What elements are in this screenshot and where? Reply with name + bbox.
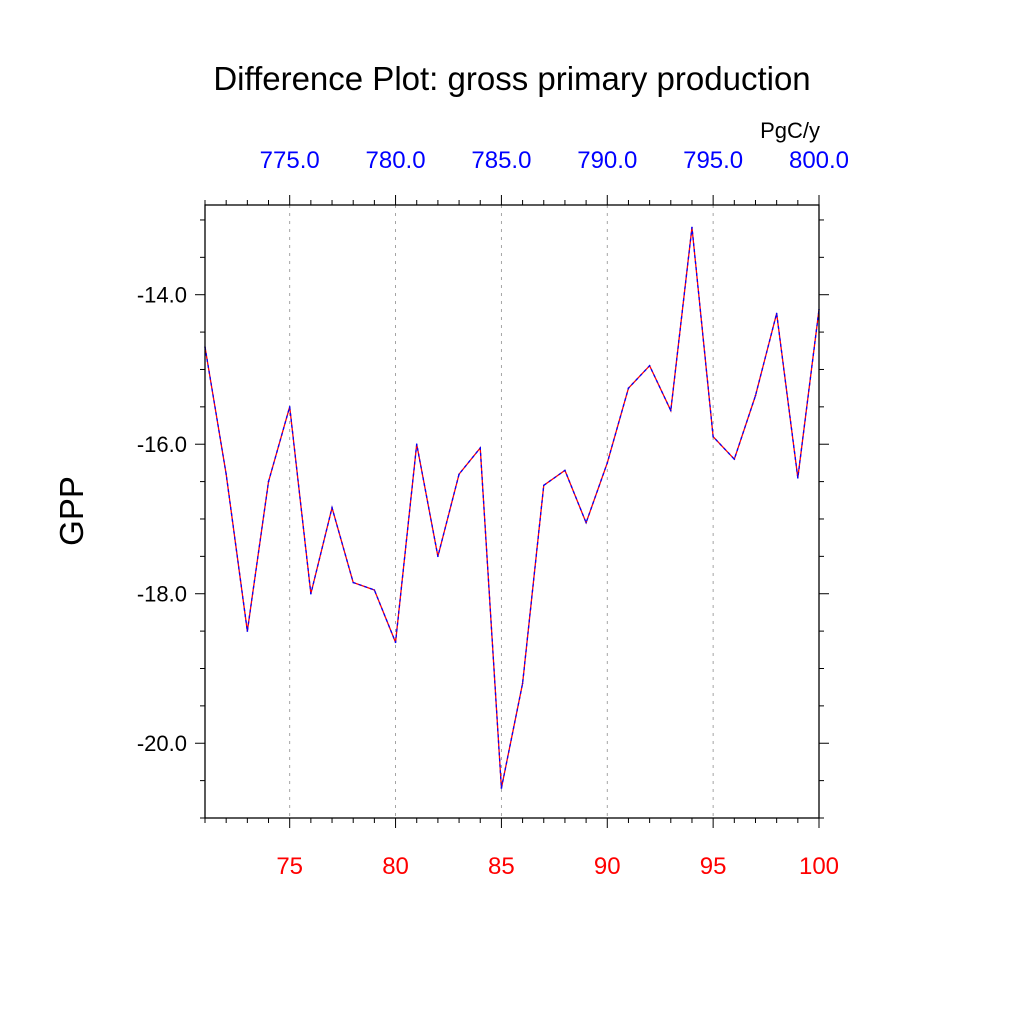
data-point-88 (564, 469, 566, 472)
data-point-82 (437, 555, 439, 558)
data-point-72 (225, 473, 227, 475)
series-line-red (204, 227, 820, 789)
y-tick-label: -20.0 (137, 731, 187, 756)
data-point-76 (310, 592, 312, 595)
data-point-96 (733, 458, 736, 460)
data-point-73 (246, 630, 249, 632)
data-point-90 (606, 462, 609, 464)
data-point-87 (542, 484, 545, 487)
data-point-92 (648, 364, 651, 367)
x-tick-label-top: 785.0 (471, 147, 531, 174)
x-tick-label-bottom: 75 (276, 853, 303, 880)
x-tick-label-top: 795.0 (683, 147, 743, 174)
tick-marks (195, 195, 829, 828)
x-tick-label-bottom: 85 (488, 853, 515, 880)
data-point-86 (521, 682, 524, 685)
data-point-78 (352, 581, 355, 584)
x-tick-label-bottom: 95 (700, 853, 727, 880)
x-tick-label-top: 780.0 (366, 147, 426, 174)
y-axis-label: GPP (53, 476, 90, 546)
grid-lines (289, 205, 714, 818)
data-point-80 (394, 641, 397, 644)
data-point-89 (585, 521, 587, 524)
y-tick-label: -16.0 (137, 432, 187, 457)
data-point-81 (415, 443, 418, 446)
x-tick-label-top: 790.0 (577, 147, 637, 174)
data-point-75 (288, 406, 291, 408)
x-tick-label-bottom: 90 (594, 853, 621, 880)
data-point-84 (479, 447, 482, 449)
units-label: PgC/y (760, 118, 820, 143)
data-point-95 (712, 435, 714, 438)
x-tick-label-bottom: 80 (382, 853, 409, 880)
x-tick-label-top: 800.0 (789, 147, 849, 174)
data-point-74 (267, 480, 270, 483)
data-point-99 (797, 477, 799, 479)
x-tick-label-top: 775.0 (260, 147, 320, 174)
data-point-91 (627, 387, 630, 389)
data-point-79 (373, 589, 376, 591)
series-layer (204, 226, 820, 789)
data-point-77 (331, 506, 333, 509)
y-tick-label: -18.0 (137, 582, 187, 607)
plot-frame (204, 204, 820, 819)
series-line-blue (204, 227, 820, 789)
tick-labels: -14.0 -16.0 -18.0 -20.0 75 80 85 90 95 100 775.0 78… (137, 147, 849, 880)
data-point-85 (500, 787, 503, 789)
data-point-93 (669, 409, 672, 412)
data-point-94 (691, 226, 693, 229)
data-point-97 (754, 394, 757, 397)
x-tick-label-bottom: 100 (799, 853, 839, 880)
data-point-83 (458, 473, 460, 475)
data-point-98 (775, 312, 778, 315)
y-tick-label: -14.0 (137, 283, 187, 308)
chart-title: Difference Plot: gross primary productio… (213, 60, 810, 97)
